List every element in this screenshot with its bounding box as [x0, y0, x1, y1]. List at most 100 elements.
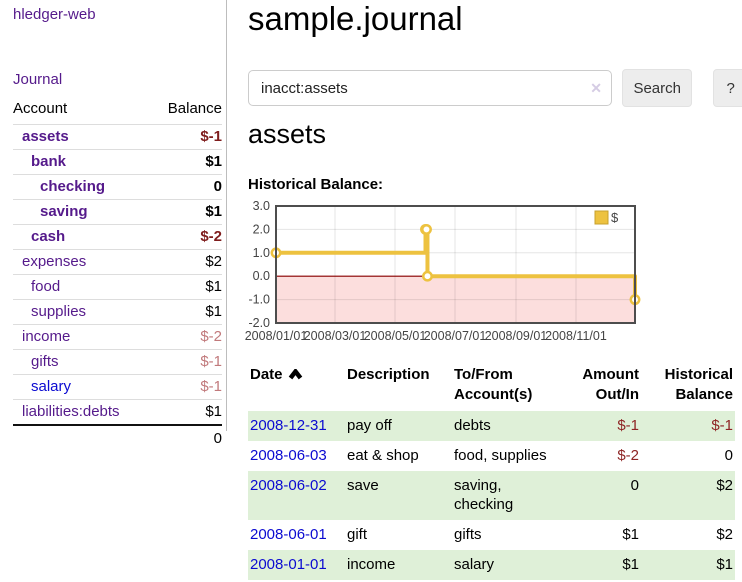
search-input[interactable] — [248, 70, 612, 106]
transaction-accounts: debts — [454, 417, 491, 434]
account-link-assets[interactable]: assets — [22, 128, 69, 145]
account-balance: $-2 — [200, 328, 222, 345]
account-cell: food — [13, 275, 152, 300]
x-tick-label: 2008/05/01 — [364, 329, 427, 343]
register-header-date[interactable]: Date — [248, 363, 345, 411]
account-link-checking[interactable]: checking — [40, 178, 106, 195]
account-link-income[interactable]: income — [22, 328, 71, 345]
accounts-total-value: 0 — [13, 424, 222, 451]
account-link-saving[interactable]: saving — [40, 203, 88, 220]
transaction-row: 2008-06-03 eat & shop food, supplies $-2 0 — [248, 441, 735, 471]
y-tick-label: -2.0 — [248, 316, 270, 330]
transaction-description: gift — [347, 526, 368, 543]
account-row: assets $-1 — [13, 125, 222, 150]
accounts-table: Account Balance assets $-1 bank $1 checking 0… — [13, 100, 222, 451]
account-row: cash $-2 — [13, 225, 222, 250]
transaction-amount: $1 — [622, 526, 639, 543]
account-cell: income — [13, 325, 152, 350]
register-header-description[interactable]: Description — [347, 366, 430, 383]
transaction-date-cell: 2008-06-02 — [248, 471, 345, 520]
clear-search-icon[interactable]: ✕ — [590, 80, 602, 96]
sort-ascending-icon — [288, 369, 302, 380]
x-tick-label: 2008/09/01 — [485, 329, 548, 343]
account-cell: expenses — [13, 250, 152, 275]
transaction-description: eat & shop — [347, 447, 419, 464]
transaction-amount: $-2 — [617, 447, 639, 464]
transaction-date-cell: 2008-01-01 — [248, 550, 345, 580]
transaction-row: 2008-01-01 income salary $1 $1 — [248, 550, 735, 580]
account-link-salary[interactable]: salary — [31, 378, 72, 395]
search-button[interactable]: Search — [622, 69, 692, 107]
register-table: Date Description To/From Account(s) Amount … — [248, 363, 735, 580]
account-row: expenses $2 — [13, 250, 222, 275]
y-tick-label: 0.0 — [253, 269, 270, 283]
account-cell: bank — [13, 150, 152, 175]
account-cell: liabilities:debts — [13, 400, 152, 426]
transaction-balance: $-1 — [711, 417, 733, 434]
sidebar-item-journal[interactable]: Journal — [13, 71, 63, 88]
transaction-date-link[interactable]: 2008-06-03 — [250, 447, 327, 464]
transaction-accounts: food, supplies — [454, 447, 547, 464]
account-balance: $-1 — [200, 353, 222, 370]
account-link-supplies[interactable]: supplies — [31, 303, 87, 320]
account-row: gifts $-1 — [13, 350, 222, 375]
account-cell: saving — [13, 200, 152, 225]
register-header-historical-balance[interactable]: Historical Balance — [664, 366, 733, 403]
x-tick-label: 2008/03/01 — [304, 329, 367, 343]
transaction-amount: $1 — [622, 556, 639, 573]
main-content: sample.journal ✕ Search ? assets Histori… — [245, 0, 742, 582]
transaction-description: save — [347, 477, 379, 494]
transaction-balance: 0 — [724, 447, 733, 464]
accounts-total-row: 0 — [13, 424, 222, 451]
account-link-gifts[interactable]: gifts — [31, 353, 59, 370]
transaction-description: pay off — [347, 417, 392, 434]
transaction-row: 2008-06-01 gift gifts $1 $2 — [248, 520, 735, 550]
transaction-accounts: gifts — [454, 526, 482, 543]
transaction-date-cell: 2008-06-03 — [248, 441, 345, 471]
transaction-balance: $2 — [716, 477, 733, 494]
x-tick-label: 2008/07/01 — [424, 329, 487, 343]
account-row: food $1 — [13, 275, 222, 300]
account-cell: salary — [13, 375, 152, 400]
transaction-date-link[interactable]: 2008-06-02 — [250, 477, 327, 494]
transaction-row: 2008-12-31 pay off debts $-1 $-1 — [248, 411, 735, 441]
register-header-to-from-account-s-[interactable]: To/From Account(s) — [454, 366, 533, 403]
transaction-description: income — [347, 556, 396, 573]
account-row: saving $1 — [13, 200, 222, 225]
account-cell: cash — [13, 225, 152, 250]
transaction-amount: $-1 — [617, 417, 639, 434]
help-button[interactable]: ? — [713, 69, 742, 107]
accounts-header-account: Account — [13, 100, 152, 125]
transaction-date-link[interactable]: 2008-06-01 — [250, 526, 327, 543]
account-link-food[interactable]: food — [31, 278, 61, 295]
transaction-amount: 0 — [630, 477, 639, 494]
transaction-date-link[interactable]: 2008-01-01 — [250, 556, 327, 573]
account-balance: $1 — [205, 403, 222, 420]
account-link-bank[interactable]: bank — [31, 153, 67, 170]
account-balance: $-2 — [200, 228, 222, 245]
register-header-amount-out-in[interactable]: Amount Out/In — [582, 366, 639, 403]
account-row: supplies $1 — [13, 300, 222, 325]
account-balance: 0 — [213, 178, 222, 195]
transaction-date-link[interactable]: 2008-12-31 — [250, 417, 327, 434]
account-row: income $-2 — [13, 325, 222, 350]
account-link-liabilities-debts[interactable]: liabilities:debts — [22, 403, 120, 420]
x-tick-label: 2008/01/01 — [245, 329, 308, 343]
account-balance: $1 — [205, 303, 222, 320]
account-cell: checking — [13, 175, 152, 200]
account-row: checking 0 — [13, 175, 222, 200]
account-row: salary $-1 — [13, 375, 222, 400]
report-title: assets — [248, 119, 327, 149]
y-tick-label: 1.0 — [253, 246, 270, 260]
account-link-expenses[interactable]: expenses — [22, 253, 87, 270]
chart-title: Historical Balance: — [248, 176, 384, 193]
account-balance: $1 — [205, 153, 222, 170]
transaction-accounts: saving, checking — [454, 477, 514, 513]
transaction-date-cell: 2008-12-31 — [248, 411, 345, 441]
account-cell: gifts — [13, 350, 152, 375]
transaction-date-cell: 2008-06-01 — [248, 520, 345, 550]
account-link-cash[interactable]: cash — [31, 228, 66, 245]
brand-link[interactable]: hledger-web — [13, 6, 96, 23]
transaction-balance: $1 — [716, 556, 733, 573]
balance-chart[interactable]: $3.0 2.0 1.0 0.0 -1.0 -2.0 2008/01/01 2008/03/0… — [242, 198, 682, 348]
